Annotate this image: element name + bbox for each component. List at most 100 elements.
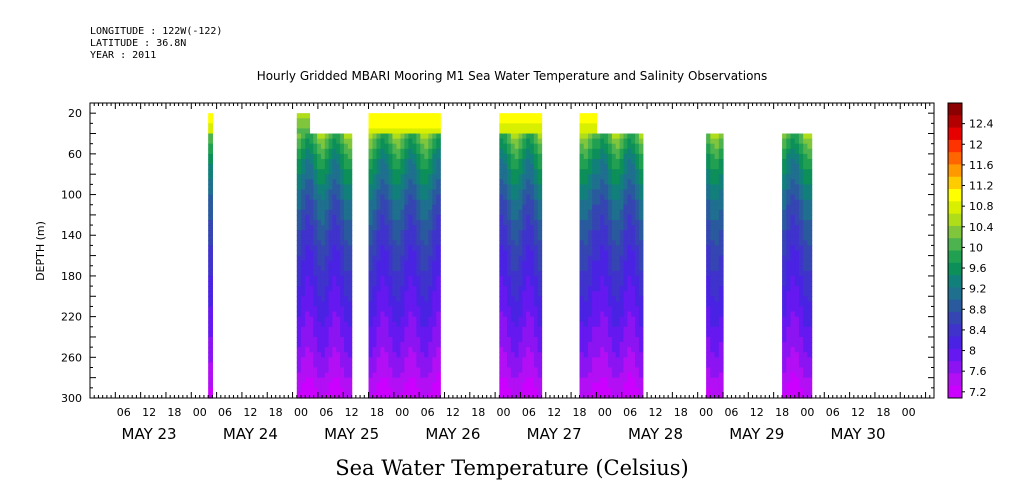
heat-cell (305, 148, 311, 155)
heat-cell (530, 113, 535, 119)
heat-cell (710, 250, 716, 257)
heat-cell (587, 158, 593, 165)
heat-cell (794, 286, 800, 292)
heat-cell (592, 138, 597, 145)
heat-cell (309, 270, 314, 277)
heat-cell (583, 230, 589, 236)
heat-cell (522, 260, 527, 267)
heat-cell (380, 184, 386, 191)
heat-cell (583, 214, 589, 221)
heat-cell (372, 372, 378, 379)
heat-cell (718, 214, 724, 221)
heat-cell (710, 270, 716, 277)
heat-cell (396, 260, 402, 267)
heat-cell (372, 321, 378, 328)
heat-cell (380, 260, 386, 267)
heat-cell (706, 250, 711, 257)
heat-cell (404, 306, 409, 313)
heat-cell (510, 336, 516, 343)
heat-cell (794, 352, 800, 358)
colorbar-swatch (948, 336, 962, 350)
heat-cell (380, 316, 386, 323)
heat-cell (320, 286, 326, 292)
heat-cell (638, 321, 644, 328)
heat-cell (412, 225, 417, 231)
heat-cell (638, 382, 644, 389)
heat-cell (424, 270, 429, 277)
heat-cell (432, 138, 437, 145)
heat-cell (400, 270, 405, 277)
heat-cell (579, 301, 585, 308)
heat-cell (428, 352, 433, 358)
heat-cell (514, 281, 520, 287)
heat-cell (786, 382, 792, 389)
heat-cell (631, 342, 636, 348)
heat-cell (518, 148, 523, 155)
heat-cell (296, 123, 302, 130)
heat-cell (328, 321, 334, 328)
heat-cell (343, 301, 349, 308)
heat-cell (432, 296, 437, 302)
heat-cell (798, 321, 804, 328)
heat-cell (336, 286, 341, 292)
heat-cell (587, 352, 593, 358)
heat-cell (380, 164, 386, 170)
heat-cell (396, 138, 402, 145)
heat-cell (583, 128, 589, 135)
heat-cell (396, 281, 402, 287)
heat-cell (392, 158, 398, 165)
heat-cell (328, 255, 334, 262)
heat-cell (526, 255, 531, 262)
heat-cell (392, 143, 398, 150)
heat-cell (340, 138, 345, 145)
heat-cell (343, 214, 349, 221)
heat-cell (507, 189, 512, 196)
colorbar-swatch (948, 201, 962, 215)
heat-cell (790, 382, 796, 389)
heat-cell (600, 214, 605, 221)
heat-cell (340, 199, 345, 206)
heat-cell (301, 204, 306, 211)
heat-cell (400, 331, 405, 338)
heat-cell (798, 148, 804, 155)
heat-cell (714, 179, 720, 185)
heat-cell (786, 158, 792, 165)
heat-cell (412, 367, 417, 374)
heat-cell (412, 301, 417, 308)
heat-cell (635, 336, 640, 343)
axes: 06 12 18 00 06 12 18 00 06 12 18 00 06 12 18 00 06 12 18 00… (61, 102, 935, 443)
heat-cell (396, 128, 402, 135)
heat-cell (499, 143, 504, 150)
heat-cell (336, 199, 341, 206)
heat-cell (343, 219, 349, 226)
heat-cell (317, 245, 322, 252)
heat-cell (623, 331, 628, 338)
heat-cell (522, 342, 527, 348)
heat-cell (786, 214, 792, 221)
heat-cell (794, 357, 800, 363)
heat-cell (587, 179, 593, 185)
heat-cell (803, 245, 808, 252)
heat-cell (608, 367, 613, 374)
heat-cell (432, 169, 437, 175)
heat-cell (514, 209, 520, 216)
heat-cell (343, 281, 349, 287)
heat-cell (533, 148, 539, 155)
heat-cell (786, 377, 792, 384)
heat-cell (596, 143, 601, 150)
heat-cell (208, 281, 213, 287)
heat-cell (503, 357, 508, 363)
heat-cell (396, 352, 402, 358)
heat-cell (404, 174, 409, 180)
heat-cell (412, 194, 417, 201)
heat-cell (392, 199, 398, 206)
heat-cell (396, 270, 402, 277)
heat-cell (579, 270, 585, 277)
heat-cell (579, 184, 585, 191)
heat-cell (392, 372, 398, 379)
heat-cell (583, 270, 589, 277)
heat-cell (320, 225, 326, 231)
heat-cell (343, 255, 349, 262)
heat-cell (530, 311, 535, 318)
heat-cell (619, 352, 625, 358)
